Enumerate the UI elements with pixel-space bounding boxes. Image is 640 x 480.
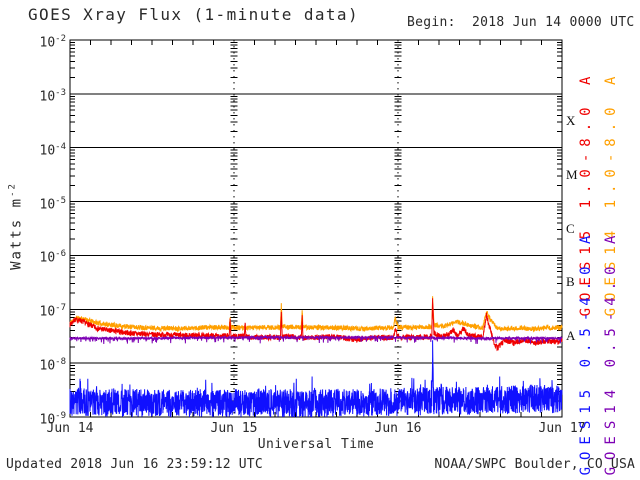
x-tick-label-jun-14: Jun 14 bbox=[46, 421, 94, 436]
updated-timestamp: Updated 2018 Jun 16 23:59:12 UTC bbox=[6, 457, 263, 472]
y-tick-label-1e-4: 10-4 bbox=[39, 141, 67, 159]
plot-border bbox=[69, 39, 563, 418]
y-tick-label-1e-9: 10-9 bbox=[39, 411, 67, 428]
x-tick-label-jun-17: Jun 17 bbox=[538, 421, 586, 436]
flare-class-c: C bbox=[566, 220, 575, 236]
y-tick-label-1e-3: 10-3 bbox=[39, 87, 67, 105]
y-tick-label-1e-2: 10-2 bbox=[39, 34, 67, 51]
legend-goes15-short: GOES15 0.5-4.0 A bbox=[578, 228, 594, 476]
series-goes14-short bbox=[69, 334, 563, 345]
flare-class-m: M bbox=[566, 166, 578, 182]
y-tick-label-1e-6: 10-6 bbox=[39, 249, 67, 266]
flare-class-x: X bbox=[566, 112, 576, 128]
flare-class-a: A bbox=[566, 328, 576, 344]
credit-text: NOAA/SWPC Boulder, CO USA bbox=[434, 457, 635, 472]
y-tick-label-1e-8: 10-8 bbox=[39, 357, 67, 374]
y-tick-label-1e-7: 10-7 bbox=[39, 303, 67, 320]
x-axis-title: Universal Time bbox=[257, 437, 375, 452]
y-axis-title: Watts m-2 bbox=[8, 182, 25, 270]
legend-goes14-short: GOES14 0.5-4.0 A bbox=[603, 228, 619, 476]
y-axis-title-exponent: -2 bbox=[7, 182, 18, 197]
y-axis-title-text: Watts m bbox=[8, 196, 25, 270]
flare-class-b: B bbox=[566, 274, 575, 290]
begin-timestamp: Begin: 2018 Jun 14 0000 UTC bbox=[407, 15, 635, 30]
series-goes15-long bbox=[69, 298, 563, 352]
series-goes15-short bbox=[69, 340, 563, 418]
x-tick-label-jun-15: Jun 15 bbox=[210, 421, 258, 436]
y-tick-label-1e-5: 10-5 bbox=[39, 195, 67, 212]
series-goes14-long bbox=[69, 296, 563, 333]
x-tick-label-jun-16: Jun 16 bbox=[374, 421, 422, 436]
chart-title: GOES Xray Flux (1-minute data) bbox=[28, 5, 359, 24]
